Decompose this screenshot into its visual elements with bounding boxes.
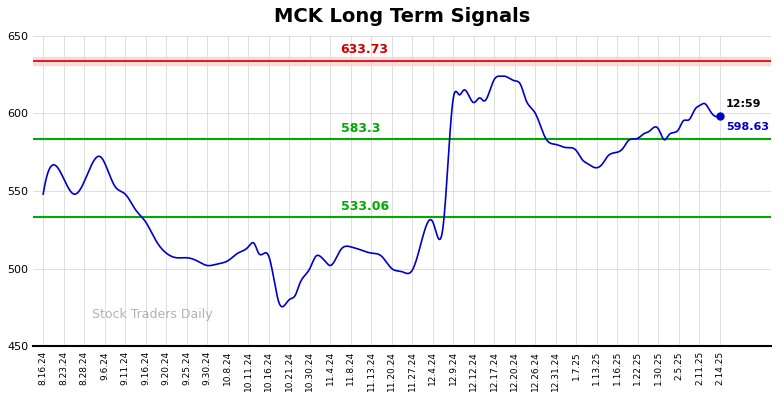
Text: 533.06: 533.06 [340,200,389,213]
Title: MCK Long Term Signals: MCK Long Term Signals [274,7,530,26]
Text: 598.63: 598.63 [726,122,769,132]
Text: Stock Traders Daily: Stock Traders Daily [92,308,212,321]
Bar [33,57,771,65]
Text: 583.3: 583.3 [340,122,380,135]
Text: 12:59: 12:59 [726,100,761,109]
Point [713,112,726,119]
Text: 633.73: 633.73 [340,43,389,57]
